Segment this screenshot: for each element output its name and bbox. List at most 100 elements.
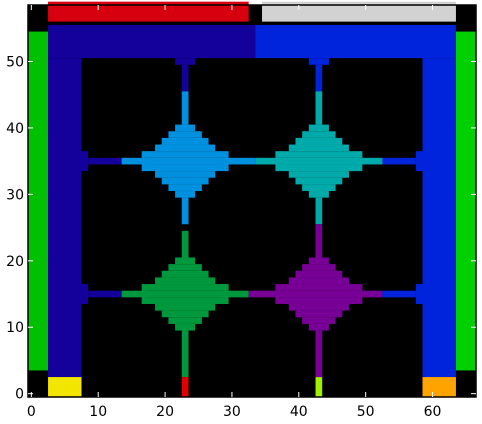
node-bottom-right: [275, 297, 363, 304]
node-top-left: [155, 171, 216, 178]
frame-left-dark: [48, 58, 82, 378]
bottom-red: [181, 377, 189, 397]
node-bottom-right: [302, 264, 336, 271]
node-top-left: [141, 164, 229, 172]
node-top-right: [302, 184, 336, 192]
node-top-left: [155, 144, 216, 152]
axis-tick-labels: 0 10 20 30 40 50 60 0 10 20 30 40 50: [6, 54, 441, 420]
node-top-left: [141, 157, 229, 165]
frame-right-blue: [422, 58, 456, 378]
heatmap-cells: [28, 1, 476, 397]
plot-area-background: [28, 5, 476, 397]
frame-notch: [415, 284, 423, 304]
y-tick-label: 50: [6, 54, 24, 70]
y-tick-label: 0: [15, 387, 24, 403]
node-bottom-right: [308, 323, 329, 331]
link-segment: [315, 224, 323, 258]
node-bottom-left: [175, 257, 196, 265]
link-segment: [121, 290, 149, 298]
node-bottom-left: [168, 264, 202, 271]
x-tick-label: 10: [89, 404, 107, 420]
node-top-left: [141, 151, 229, 158]
node-top-left: [168, 131, 202, 138]
node-top-right: [308, 191, 329, 198]
link-segment: [355, 290, 383, 298]
node-bottom-right: [288, 303, 349, 311]
frame-notch: [175, 58, 196, 65]
node-bottom-right: [275, 290, 363, 298]
link-segment: [315, 91, 323, 125]
x-tick-label: 30: [223, 404, 241, 420]
link-segment: [315, 197, 323, 225]
frame-top-blue: [255, 24, 456, 59]
plot-border: [27, 4, 477, 398]
node-bottom-right: [295, 310, 343, 318]
node-top-right: [288, 171, 349, 178]
node-top-left: [161, 177, 209, 185]
node-bottom-right: [275, 284, 363, 291]
node-top-right: [295, 177, 343, 185]
link-segment: [181, 197, 189, 225]
x-tick-label: 60: [424, 404, 442, 420]
frame-notch: [308, 58, 329, 65]
link-segment: [181, 330, 189, 378]
y-tick-label: 30: [6, 187, 24, 203]
node-top-right: [295, 137, 343, 145]
link-segment: [315, 330, 323, 378]
node-top-left: [168, 184, 202, 192]
node-top-right: [275, 151, 363, 158]
x-tick-label: 0: [27, 404, 36, 420]
node-top-right: [302, 131, 336, 138]
bottom-lime: [315, 377, 323, 397]
link-segment: [221, 157, 256, 165]
x-tick-label: 40: [290, 404, 308, 420]
frame-top-dark: [48, 24, 256, 59]
node-bottom-left: [141, 284, 229, 291]
link-segment: [181, 230, 189, 258]
link-segment: [315, 64, 323, 92]
corner-orange: [422, 377, 456, 397]
corner-yellow: [48, 377, 82, 397]
node-bottom-left: [141, 297, 229, 304]
top-bar-right: [262, 1, 456, 22]
y-tick-label: 40: [6, 121, 24, 137]
link-segment: [248, 290, 283, 298]
node-bottom-left: [155, 277, 216, 285]
node-bottom-right: [295, 270, 343, 278]
node-top-left: [175, 191, 196, 198]
link-segment: [382, 157, 416, 165]
link-segment: [181, 91, 189, 125]
node-top-left: [161, 137, 209, 145]
node-bottom-right: [308, 257, 329, 265]
node-bottom-left: [141, 290, 229, 298]
link-segment: [181, 64, 189, 92]
node-bottom-left: [155, 303, 216, 311]
link-segment: [355, 157, 383, 165]
node-top-right: [275, 164, 363, 172]
y-tick-label: 10: [6, 320, 24, 336]
node-bottom-left: [161, 310, 209, 318]
right-wall-green: [455, 31, 476, 371]
node-bottom-right: [302, 317, 336, 324]
node-bottom-right: [288, 277, 349, 285]
x-tick-label: 50: [357, 404, 375, 420]
link-segment: [88, 157, 122, 165]
y-tick-label: 20: [6, 254, 24, 270]
node-bottom-left: [175, 323, 196, 331]
left-wall-green: [28, 31, 49, 371]
frame-notch: [81, 284, 89, 304]
frame-notch: [415, 151, 423, 172]
link-segment: [255, 157, 283, 165]
link-segment: [221, 290, 249, 298]
node-top-left: [175, 124, 196, 132]
node-top-right: [308, 124, 329, 132]
link-segment: [121, 157, 149, 165]
node-top-right: [288, 144, 349, 152]
node-bottom-left: [161, 270, 209, 278]
axis-ticks: [28, 5, 476, 397]
node-top-right: [275, 157, 363, 165]
frame-notch: [81, 151, 89, 172]
link-segment: [382, 290, 416, 298]
node-bottom-left: [168, 317, 202, 324]
